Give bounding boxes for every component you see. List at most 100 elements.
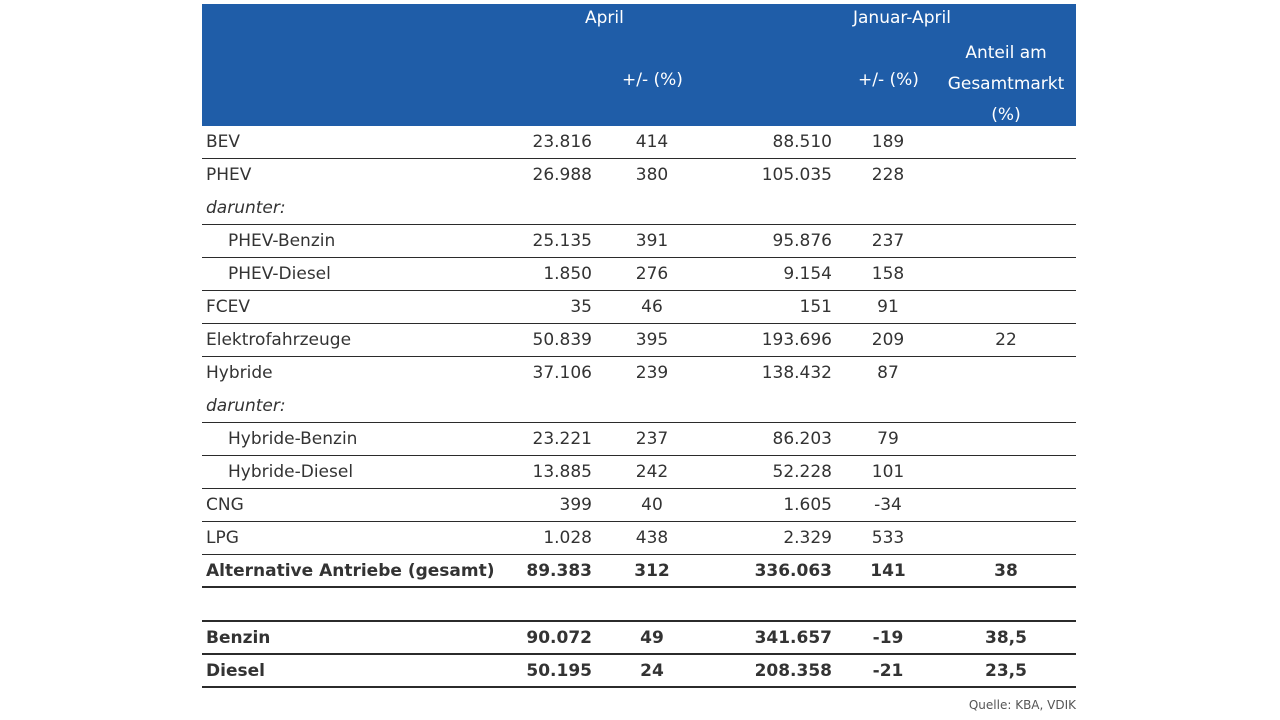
row-label: Hybride-Diesel (228, 462, 354, 482)
row-label: Hybride (206, 363, 273, 383)
cell-april-pct: 40 (641, 495, 663, 515)
header-pct-jan-april: +/- (%) (858, 70, 919, 90)
cell-jan-april: 1.605 (783, 495, 832, 515)
header-pct-april: +/- (%) (622, 70, 683, 90)
cell-jan-april-pct: 237 (871, 231, 905, 251)
cell-jan-april-pct: -34 (874, 495, 902, 515)
row-label: CNG (206, 495, 244, 515)
header-april: April (585, 8, 624, 28)
cell-april: 23.816 (532, 132, 592, 152)
cell-april: 1.850 (543, 264, 592, 284)
cell-jan-april-pct: 79 (877, 429, 899, 449)
header-share: Anteil am Gesamtmarkt (%) (947, 43, 1065, 125)
cell-april-pct: 24 (640, 661, 664, 681)
cell-jan-april: 208.358 (754, 661, 832, 681)
cell-jan-april: 105.035 (761, 165, 832, 185)
cell-april-pct: 46 (641, 297, 663, 317)
row-label: FCEV (206, 297, 251, 317)
cell-jan-april: 151 (799, 297, 832, 317)
row-label: PHEV-Benzin (228, 231, 336, 251)
table-row: darunter: (202, 192, 1076, 225)
cell-jan-april-pct: 91 (877, 297, 899, 317)
cell-april: 23.221 (532, 429, 592, 449)
cell-april-pct: 276 (635, 264, 669, 284)
row-label: Diesel (206, 661, 265, 681)
table-row: darunter: (202, 390, 1076, 423)
row-label: Benzin (206, 628, 271, 648)
cell-jan-april-pct: 228 (871, 165, 905, 185)
cell-jan-april: 52.228 (772, 462, 832, 482)
table-row: PHEV 26.988 380 105.035 228 (202, 159, 1076, 192)
cell-april-pct: 391 (635, 231, 669, 251)
cell-jan-april: 193.696 (761, 330, 832, 350)
table-row: BEV 23.816 414 88.510 189 (202, 126, 1076, 159)
table-row: PHEV-Benzin 25.135 391 95.876 237 (202, 225, 1076, 258)
table-header: April Januar-April +/- (%) +/- (%) Antei… (202, 4, 1076, 126)
table-row-total: Benzin 90.072 49 341.657 -19 38,5 (202, 622, 1076, 655)
cell-jan-april-pct: 141 (870, 561, 906, 581)
cell-april: 50.839 (532, 330, 592, 350)
cell-share: 38 (994, 561, 1018, 581)
cell-jan-april: 95.876 (772, 231, 832, 251)
cell-april-pct: 438 (635, 528, 669, 548)
row-label: Hybride-Benzin (228, 429, 358, 449)
cell-april-pct: 237 (635, 429, 669, 449)
cell-share: 38,5 (985, 628, 1027, 648)
cell-april: 35 (570, 297, 592, 317)
cell-april: 13.885 (532, 462, 592, 482)
cell-april-pct: 239 (635, 363, 669, 383)
cell-april: 90.072 (526, 628, 592, 648)
cell-jan-april: 2.329 (783, 528, 832, 548)
cell-april: 50.195 (526, 661, 592, 681)
cell-april: 1.028 (543, 528, 592, 548)
table-spacer-row (202, 588, 1076, 622)
cell-share: 22 (995, 330, 1017, 350)
cell-april-pct: 312 (634, 561, 670, 581)
cell-jan-april-pct: -19 (872, 628, 904, 648)
cell-jan-april: 336.063 (754, 561, 832, 581)
table-row: Hybride-Diesel 13.885 242 52.228 101 (202, 456, 1076, 489)
source-note: Quelle: KBA, VDIK (968, 698, 1076, 712)
cell-april-pct: 395 (635, 330, 669, 350)
cell-jan-april-pct: 87 (877, 363, 899, 383)
cell-april-pct: 380 (635, 165, 669, 185)
cell-april: 399 (559, 495, 592, 515)
table-row: CNG 399 40 1.605 -34 (202, 489, 1076, 522)
table-row-total: Alternative Antriebe (gesamt) 89.383 312… (202, 555, 1076, 588)
row-label: darunter: (206, 396, 286, 416)
cell-share: 23,5 (985, 661, 1027, 681)
row-label: PHEV-Diesel (228, 264, 331, 284)
cell-jan-april: 341.657 (754, 628, 832, 648)
table-row: LPG 1.028 438 2.329 533 (202, 522, 1076, 555)
table-row: Hybride 37.106 239 138.432 87 (202, 357, 1076, 390)
header-jan-april: Januar-April (853, 8, 951, 28)
cell-jan-april-pct: -21 (872, 661, 904, 681)
cell-jan-april-pct: 101 (871, 462, 905, 482)
cell-april: 89.383 (526, 561, 592, 581)
cell-april-pct: 414 (635, 132, 669, 152)
cell-jan-april-pct: 189 (871, 132, 905, 152)
cell-april: 25.135 (532, 231, 592, 251)
cell-jan-april: 138.432 (761, 363, 832, 383)
cell-april: 26.988 (532, 165, 592, 185)
registration-table: April Januar-April +/- (%) +/- (%) Antei… (202, 4, 1076, 688)
table-row: Elektrofahrzeuge 50.839 395 193.696 209 … (202, 324, 1076, 357)
table-row-total: Diesel 50.195 24 208.358 -21 23,5 (202, 655, 1076, 688)
cell-jan-april: 86.203 (772, 429, 832, 449)
cell-april: 37.106 (532, 363, 592, 383)
row-label: Elektrofahrzeuge (206, 330, 352, 350)
table-row: Hybride-Benzin 23.221 237 86.203 79 (202, 423, 1076, 456)
row-label: darunter: (206, 198, 286, 218)
cell-april-pct: 242 (635, 462, 669, 482)
row-label: PHEV (206, 165, 252, 185)
table-row: FCEV 35 46 151 91 (202, 291, 1076, 324)
row-label: Alternative Antriebe (gesamt) (206, 561, 495, 581)
cell-jan-april-pct: 158 (871, 264, 905, 284)
row-label: LPG (206, 528, 239, 548)
cell-jan-april-pct: 209 (871, 330, 905, 350)
table-row: PHEV-Diesel 1.850 276 9.154 158 (202, 258, 1076, 291)
cell-april-pct: 49 (640, 628, 664, 648)
row-label: BEV (206, 132, 241, 152)
cell-jan-april-pct: 533 (871, 528, 905, 548)
cell-jan-april: 9.154 (783, 264, 832, 284)
